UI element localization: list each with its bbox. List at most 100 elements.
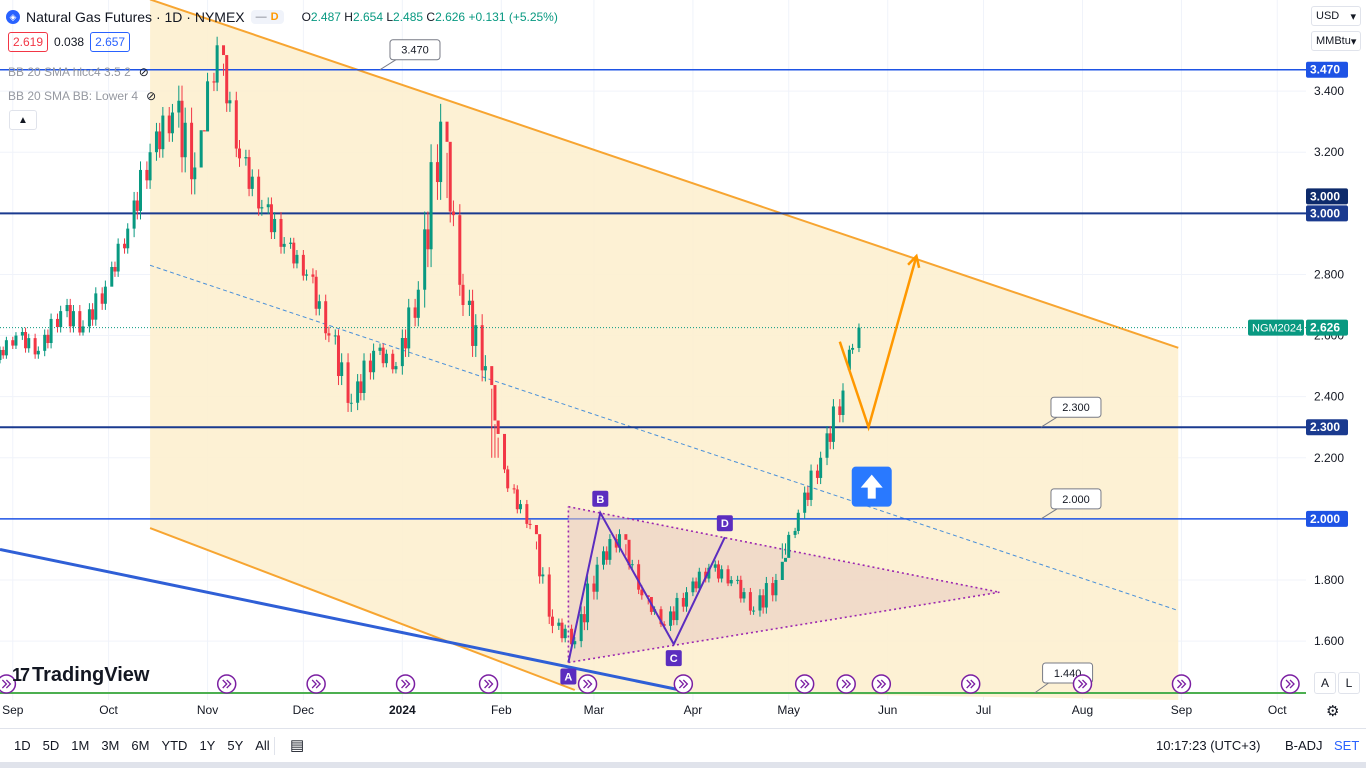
candle-body (716, 564, 720, 579)
bottom-toolbar: 1D 5D 1M 3M 6M YTD 1Y 5Y All ▤ 10:17:23 (UTC+3) … (0, 728, 1366, 763)
chart-header: ◈ Natural Gas Futures · 1D · NYMEX — D O2… (6, 6, 558, 28)
candle-body (384, 353, 388, 364)
candle-body (244, 157, 248, 159)
triangle-fill (568, 506, 1000, 663)
candle-body (257, 176, 261, 209)
candle-body (483, 366, 487, 371)
currency-select[interactable]: USD ▾ (1311, 6, 1361, 26)
candle-body (697, 571, 701, 589)
timeframe-1m-button[interactable]: 1M (71, 738, 90, 753)
timeframe-all-button[interactable]: All (255, 738, 270, 753)
abcd-line (567, 509, 726, 663)
eye-off-icon[interactable]: ⊘ (146, 89, 157, 103)
callout-box (389, 39, 441, 61)
triangle-pattern (567, 505, 1000, 664)
timeframe-5y-button[interactable]: 5Y (227, 738, 244, 753)
timeframe-1y-button[interactable]: 1Y (199, 738, 216, 753)
event-marker-glyph (1285, 679, 1295, 689)
level-price-label (1306, 188, 1348, 205)
calendar-icon[interactable]: ▤ (290, 737, 305, 754)
candle-body (237, 148, 241, 159)
low-label: L (386, 10, 394, 24)
candle-body (295, 254, 299, 264)
candle-body (113, 266, 117, 272)
chevron-down-icon: ▾ (1350, 10, 1356, 23)
status-badge[interactable]: — D (250, 10, 284, 24)
callout-leader (1040, 508, 1058, 520)
abcd-pattern: A B C D (560, 490, 733, 685)
chevron-up-icon[interactable]: ▲ (9, 110, 37, 130)
candle-body (324, 301, 328, 334)
arrow-up-glyph (860, 474, 883, 499)
auto-scale-button[interactable]: A (1314, 672, 1336, 694)
symbol-tag-text: NGM2024 (1252, 323, 1302, 335)
level-price-label-text: 2.000 (1310, 512, 1340, 526)
log-scale-button[interactable]: L (1338, 672, 1360, 694)
candle-body (33, 338, 37, 355)
candle-body (493, 385, 497, 421)
indicator-bb-2[interactable]: BB 20 SMA BB: Lower 4 ⊘ (8, 89, 156, 103)
buy-price-button[interactable]: 2.657 (90, 32, 131, 52)
gear-icon[interactable]: ⚙ (1326, 703, 1340, 720)
candle-body (764, 583, 768, 608)
candle-body (570, 628, 574, 645)
callout-label: 2.300 (1062, 402, 1090, 414)
timeframe-3m-button[interactable]: 3M (101, 738, 120, 753)
x-tick-label: Nov (196, 703, 219, 717)
candle-body (381, 347, 385, 364)
candle-body (1, 349, 5, 356)
candle-body (202, 130, 206, 132)
candle-body (68, 305, 72, 327)
candle-body (416, 289, 420, 318)
candle-body (301, 254, 305, 276)
candle-body (234, 100, 238, 149)
timeframe-5d-button[interactable]: 5D (42, 738, 60, 753)
candle-body (774, 580, 778, 596)
y-tick-label: 3.400 (1314, 84, 1344, 98)
logo-mark: 17 (12, 665, 30, 685)
candle-body (340, 362, 344, 377)
timeframe-6m-button[interactable]: 6M (131, 738, 150, 753)
candle-body (550, 616, 554, 626)
timeframe-ytd-button[interactable]: YTD (161, 738, 188, 753)
candle-body (247, 157, 251, 189)
channel-fill (150, 0, 1179, 700)
x-tick-label: Sep (2, 703, 24, 717)
candle-body (518, 504, 522, 510)
candle-body (43, 334, 47, 351)
candle-body (707, 567, 711, 579)
x-tick-label: Oct (1267, 703, 1287, 717)
candle-body (617, 534, 621, 548)
candle-body (831, 406, 835, 442)
candle-body (819, 457, 823, 478)
clock[interactable]: 10:17:23 (UTC+3) (1156, 738, 1261, 753)
candle-body (346, 362, 350, 403)
candle-body (630, 564, 634, 566)
candle-body (378, 347, 382, 351)
candle-body (100, 293, 104, 304)
unit-label: MMBtu (1316, 35, 1351, 47)
level-price-label (1306, 419, 1348, 436)
price-axis[interactable]: 1.6001.8002.0002.2002.4002.6002.8003.000… (1306, 0, 1366, 700)
candle-body (742, 592, 746, 599)
y-tick-label: 2.800 (1314, 267, 1344, 281)
timeframe-1d-button[interactable]: 1D (14, 738, 31, 753)
abcd-point-label: B (596, 494, 604, 506)
candle-body (761, 595, 765, 608)
indicator-bb-1[interactable]: BB 20 SMA hlcc4 3.5 2 ⊘ (8, 65, 149, 79)
candle-body (694, 581, 698, 589)
candle-body (512, 488, 516, 490)
adjustment-button[interactable]: B-ADJ (1285, 738, 1323, 753)
unit-select[interactable]: MMBtu ▾ (1311, 31, 1361, 51)
session-button[interactable]: SET (1334, 738, 1360, 753)
candle-body (748, 592, 752, 611)
abcd-point-label: C (670, 653, 678, 665)
eye-off-icon[interactable]: ⊘ (138, 65, 149, 79)
event-marker-glyph (583, 679, 593, 689)
candle-body (314, 276, 318, 309)
candle-body (435, 162, 439, 183)
symbol-title[interactable]: Natural Gas Futures · 1D · NYMEX (26, 9, 245, 25)
price-chart[interactable]: 3.470 2.300 2.000 1.440 A B C D NGM2024 (0, 0, 1306, 700)
sell-price-button[interactable]: 2.619 (8, 32, 49, 52)
close-label: C (426, 10, 436, 24)
